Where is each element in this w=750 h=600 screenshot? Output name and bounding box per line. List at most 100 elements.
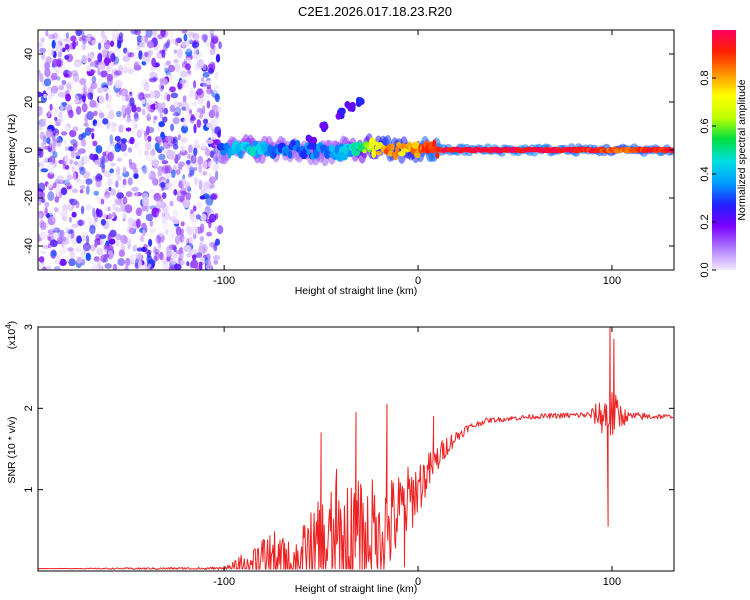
noise-blob [197,96,205,105]
noise-blob [49,103,53,111]
noise-blob [210,39,215,50]
noise-blob [206,86,212,95]
noise-blob [44,157,50,163]
noise-blob [107,151,114,162]
noise-blob [71,211,77,218]
noise-blob [168,64,175,73]
noise-blob [187,31,195,38]
spectrogram-signal-track [216,96,674,167]
noise-blob [152,30,158,37]
noise-blob [69,198,78,206]
noise-blob [108,95,113,103]
noise-blob [195,252,203,258]
noise-blob [125,49,130,57]
noise-blob [214,116,221,121]
noise-blob [124,265,129,270]
noise-blob [81,93,87,103]
noise-blob [135,190,139,197]
noise-blob [179,233,185,243]
noise-blob [50,91,55,97]
noise-blob [159,82,165,92]
noise-blob [93,213,99,223]
branch-blob [339,107,346,115]
noise-blob [189,209,194,215]
noise-blob [195,112,200,117]
noise-blob [104,263,112,269]
noise-blob [192,205,197,212]
noise-blob [198,261,203,270]
noise-blob [93,190,99,196]
snr-frame [37,326,675,572]
noise-blob [58,85,65,91]
noise-blob [48,226,56,232]
noise-blob [142,164,147,175]
noise-blob [71,223,79,229]
noise-blob [104,194,110,200]
noise-blob [191,101,198,107]
noise-blob [171,38,177,45]
noise-blob [51,58,60,67]
noise-blob [54,207,59,213]
noise-blob [96,247,104,256]
noise-blob [44,202,50,208]
noise-blob [94,241,98,248]
noise-blob [47,191,55,202]
noise-blob [148,238,153,247]
noise-blob [82,38,87,45]
noise-blob [74,95,80,104]
snr-x-tick-label: -100 [213,576,235,588]
noise-blob [60,104,64,111]
noise-blob [115,200,124,206]
noise-blob [97,174,103,181]
noise-blob [198,164,203,174]
noise-blob [134,30,141,36]
noise-blob [40,168,49,173]
noise-blob [212,84,221,94]
noise-blob [178,164,183,171]
noise-blob [38,91,42,98]
noise-blob [197,155,204,165]
noise-blob [149,219,154,227]
noise-blob [213,254,221,261]
noise-blob [94,175,99,182]
noise-blob [202,71,210,78]
noise-blob [38,210,44,219]
noise-blob [163,78,168,86]
noise-blob [199,195,206,200]
noise-blob [91,132,95,140]
noise-blob [123,47,128,54]
noise-blob [183,33,188,42]
noise-blob [210,194,218,201]
noise-blob [165,149,170,156]
noise-blob [208,213,217,223]
noise-blob [192,32,200,41]
noise-blob [127,52,135,58]
noise-blob [212,163,220,171]
noise-blob [158,153,166,161]
noise-blob [170,169,176,179]
figure-title: C2E1.2026.017.18.23.R20 [298,4,452,19]
noise-blob [57,64,62,75]
noise-blob [46,161,55,172]
noise-blob [74,247,82,252]
noise-blob [81,95,86,102]
noise-blob [156,136,163,142]
noise-blob [62,246,68,253]
branch-blob [319,122,326,129]
noise-blob [127,217,134,226]
noise-blob [86,111,94,121]
noise-blob [109,238,116,245]
noise-blob [208,109,216,119]
noise-blob [181,235,189,245]
noise-blob [109,229,117,238]
noise-blob [49,239,58,248]
noise-blob [188,249,194,254]
noise-blob [100,155,105,165]
noise-blob [107,178,113,187]
noise-blob [64,182,72,188]
noise-blob [40,221,47,231]
noise-blob [76,235,82,244]
noise-blob [151,57,157,67]
noise-blob [67,229,73,235]
noise-blob [161,165,169,175]
